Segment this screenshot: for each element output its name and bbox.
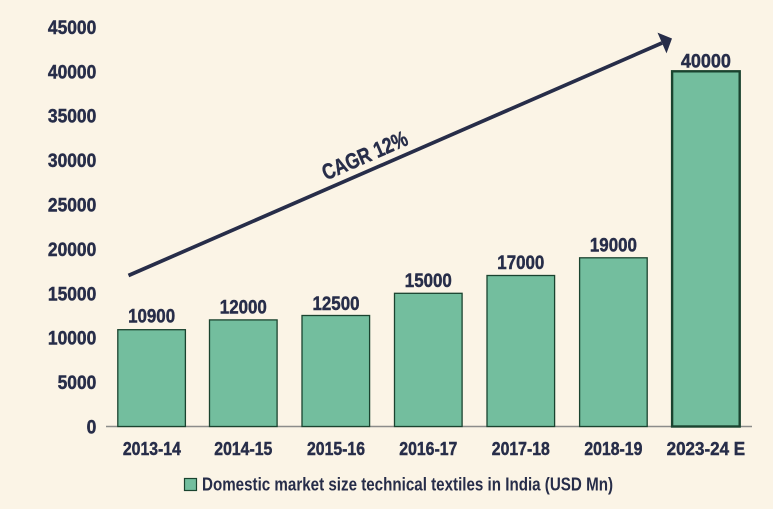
svg-text:25000: 25000 (48, 195, 97, 217)
svg-text:15000: 15000 (48, 283, 97, 305)
svg-text:10000: 10000 (48, 328, 97, 350)
svg-text:40000: 40000 (681, 50, 731, 72)
svg-text:15000: 15000 (405, 270, 452, 292)
svg-text:17000: 17000 (497, 252, 544, 274)
svg-text:20000: 20000 (48, 239, 97, 261)
svg-text:2014-15: 2014-15 (214, 438, 272, 459)
svg-text:2023-24 E: 2023-24 E (667, 438, 746, 459)
svg-text:40000: 40000 (48, 61, 97, 83)
svg-text:Domestic market size technical: Domestic market size technical textiles … (202, 474, 613, 494)
svg-text:30000: 30000 (48, 150, 97, 172)
svg-text:5000: 5000 (58, 372, 97, 394)
svg-text:0: 0 (87, 417, 97, 439)
svg-text:2015-16: 2015-16 (307, 438, 365, 459)
svg-text:12000: 12000 (220, 296, 267, 318)
svg-text:35000: 35000 (48, 106, 97, 128)
svg-text:12500: 12500 (313, 293, 360, 315)
svg-text:2013-14: 2013-14 (123, 438, 182, 459)
svg-text:19000: 19000 (590, 234, 637, 256)
svg-text:10900: 10900 (128, 306, 175, 328)
svg-text:2018-19: 2018-19 (584, 438, 642, 459)
svg-text:2016-17: 2016-17 (399, 438, 457, 459)
svg-text:45000: 45000 (48, 17, 97, 39)
svg-text:2017-18: 2017-18 (492, 438, 550, 459)
